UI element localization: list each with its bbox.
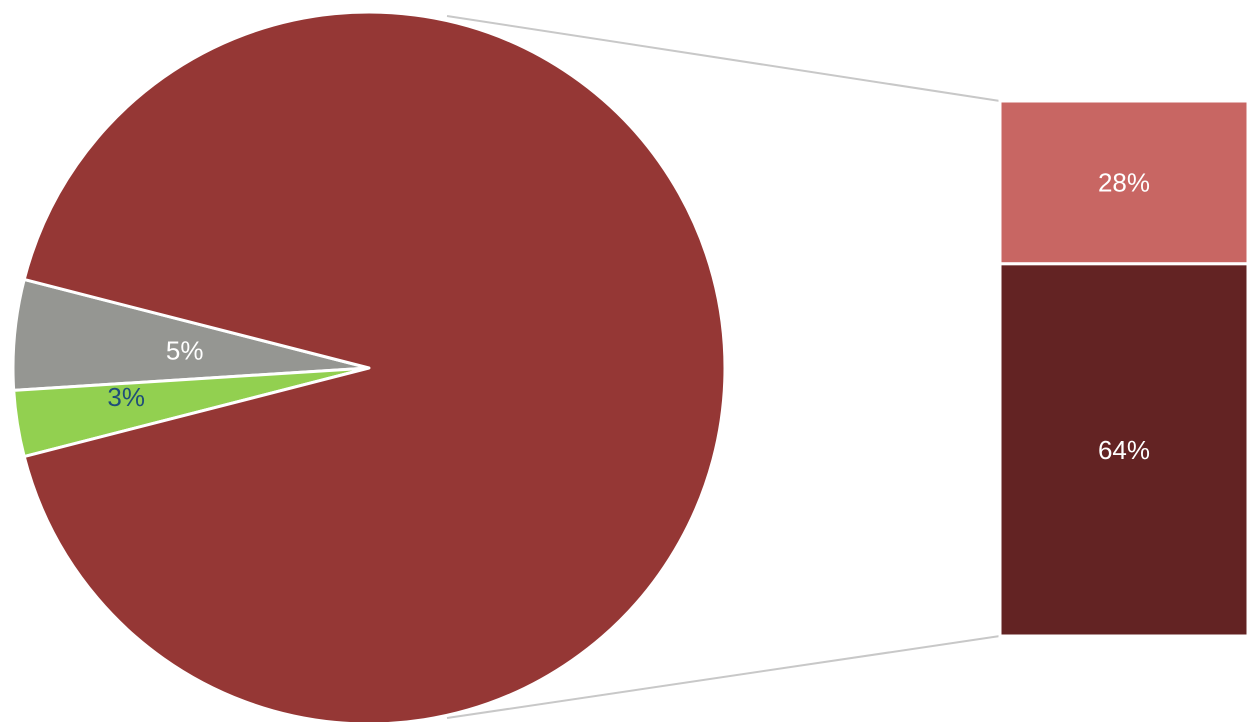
pie-slice (22, 10, 727, 722)
bar-segment-label: 28% (1098, 167, 1150, 197)
connector-line-bottom (446, 635, 1001, 719)
pie (11, 10, 727, 722)
connector-lines (446, 15, 1001, 719)
bar-segment-label: 64% (1098, 435, 1150, 465)
bar-segment (998, 262, 1248, 638)
stacked-bar (998, 99, 1248, 638)
pie-slice-label: 3% (107, 382, 145, 412)
data-labels: 5% 3% 28% 64% (107, 167, 1150, 465)
pie-slice-label: 5% (166, 336, 204, 366)
connector-line-top (446, 15, 1001, 102)
bar-segment (998, 99, 1248, 266)
